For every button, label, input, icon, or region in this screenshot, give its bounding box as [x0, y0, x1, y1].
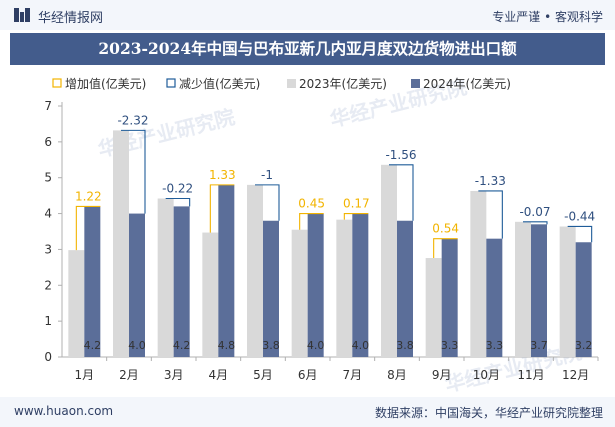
- x-tick-label: 5月: [253, 368, 273, 382]
- decrease-bracket: [165, 197, 191, 207]
- bar-2024: [84, 206, 101, 357]
- decrease-bracket: [478, 190, 503, 239]
- bar-2024: [575, 242, 592, 357]
- bar-2023: [202, 232, 219, 357]
- change-value-label: 0.54: [432, 222, 459, 236]
- bar-2024-value-label: 3.2: [575, 339, 593, 352]
- legend-label: 2024年(亿美元): [423, 76, 511, 91]
- y-tick-label: 4: [44, 207, 52, 221]
- decrease-bracket: [567, 225, 593, 243]
- bar-2024: [129, 213, 145, 357]
- bar-2023: [113, 130, 129, 357]
- bar-2023: [291, 229, 308, 357]
- bar-2023: [559, 226, 576, 357]
- legend-label: 2023年(亿美元): [299, 76, 387, 91]
- legend-swatch: [166, 78, 176, 88]
- bar-2024: [486, 238, 503, 357]
- bar-2024: [263, 220, 279, 357]
- change-value-label: 1.22: [75, 189, 102, 203]
- change-value-label: -1.56: [385, 148, 416, 162]
- bar-2024: [397, 220, 413, 357]
- change-value-label: -1: [261, 168, 273, 182]
- bar-2024: [307, 213, 324, 357]
- y-tick-label: 0: [44, 350, 52, 364]
- bar-2023: [336, 219, 353, 357]
- change-value-label: 0.17: [343, 197, 370, 211]
- y-tick-label: 2: [44, 278, 52, 292]
- bar-2024-value-label: 3.3: [486, 339, 504, 352]
- brand-logo-icon: [14, 8, 30, 22]
- change-value-label: 0.45: [298, 197, 325, 211]
- bar-2024-value-label: 4.0: [307, 339, 325, 352]
- change-value-label: -0.44: [564, 209, 595, 223]
- increase-bracket: [209, 184, 235, 233]
- y-tick-label: 7: [44, 99, 52, 113]
- bar-2023: [515, 221, 531, 357]
- bar-2024: [173, 206, 190, 357]
- x-tick-label: 3月: [164, 368, 184, 382]
- brand-name: 华经情报网: [38, 11, 104, 26]
- change-value-label: -0.22: [162, 182, 193, 196]
- bar-2023: [247, 184, 263, 357]
- header-bar: 华经情报网 专业严谨 • 客观科学: [0, 0, 615, 30]
- y-tick-label: 5: [44, 171, 52, 185]
- x-tick-label: 9月: [432, 368, 452, 382]
- decrease-bracket: [121, 129, 146, 214]
- legend-label: 增加值(亿美元): [65, 76, 146, 91]
- x-tick-label: 10月: [473, 368, 500, 382]
- site-url: www.huaon.com: [14, 404, 114, 418]
- bar-2023: [157, 198, 174, 357]
- decrease-bracket: [389, 164, 414, 221]
- bar-2024-value-label: 4.2: [84, 339, 102, 352]
- bar-2024-value-label: 4.0: [128, 339, 146, 352]
- bar-2024: [352, 213, 369, 357]
- bar-2024-value-label: 3.8: [262, 339, 280, 352]
- increase-bracket: [343, 213, 369, 220]
- increase-bracket: [299, 213, 324, 230]
- legend-label: 减少值(亿美元): [179, 76, 260, 91]
- chart-title: 2023-2024年中国与巴布亚新几内亚月度双边货物进出口额: [98, 39, 517, 58]
- change-value-label: -0.07: [519, 205, 550, 219]
- bar-2024-value-label: 4.8: [218, 339, 236, 352]
- legend-swatch: [411, 79, 420, 88]
- x-tick-label: 2月: [119, 368, 139, 382]
- bar-2024: [531, 224, 547, 357]
- change-value-label: -2.32: [117, 113, 148, 127]
- bar-2024-value-label: 4.2: [173, 339, 191, 352]
- bar-2024-value-label: 3.8: [396, 339, 414, 352]
- increase-bracket: [433, 238, 458, 259]
- bar-2024-value-label: 3.3: [441, 339, 459, 352]
- bar-2024-value-label: 3.7: [530, 339, 548, 352]
- decrease-bracket: [523, 221, 548, 225]
- y-tick-label: 3: [44, 242, 52, 256]
- footer-bar: www.huaon.com 数据来源：中国海关，华经产业研究院整理: [0, 397, 615, 427]
- bar-2023: [470, 190, 487, 357]
- bar-2023: [425, 258, 442, 357]
- x-tick-label: 7月: [343, 368, 363, 382]
- bar-2024: [441, 238, 458, 357]
- x-tick-label: 6月: [298, 368, 318, 382]
- x-tick-label: 11月: [517, 368, 544, 382]
- source-note: 数据来源：中国海关，华经产业研究院整理: [374, 406, 603, 420]
- increase-bracket: [75, 205, 101, 251]
- change-value-label: 1.33: [209, 168, 236, 182]
- y-tick-label: 1: [44, 314, 52, 328]
- y-tick-label: 6: [44, 135, 52, 149]
- x-tick-label: 8月: [387, 368, 407, 382]
- x-tick-label: 4月: [209, 368, 229, 382]
- x-tick-label: 1月: [75, 368, 95, 382]
- decrease-bracket: [255, 184, 280, 221]
- title-bar: 2023-2024年中国与巴布亚新几内亚月度双边货物进出口额: [10, 33, 605, 65]
- bar-2023: [381, 164, 397, 357]
- bar-2024-value-label: 4.0: [352, 339, 370, 352]
- legend-swatch: [52, 78, 62, 88]
- x-tick-label: 12月: [562, 368, 589, 382]
- bar-2023: [68, 250, 85, 357]
- change-value-label: -1.33: [475, 174, 506, 188]
- bar-2024: [218, 184, 235, 357]
- legend-swatch: [287, 79, 296, 88]
- slogan: 专业严谨 • 客观科学: [492, 10, 603, 24]
